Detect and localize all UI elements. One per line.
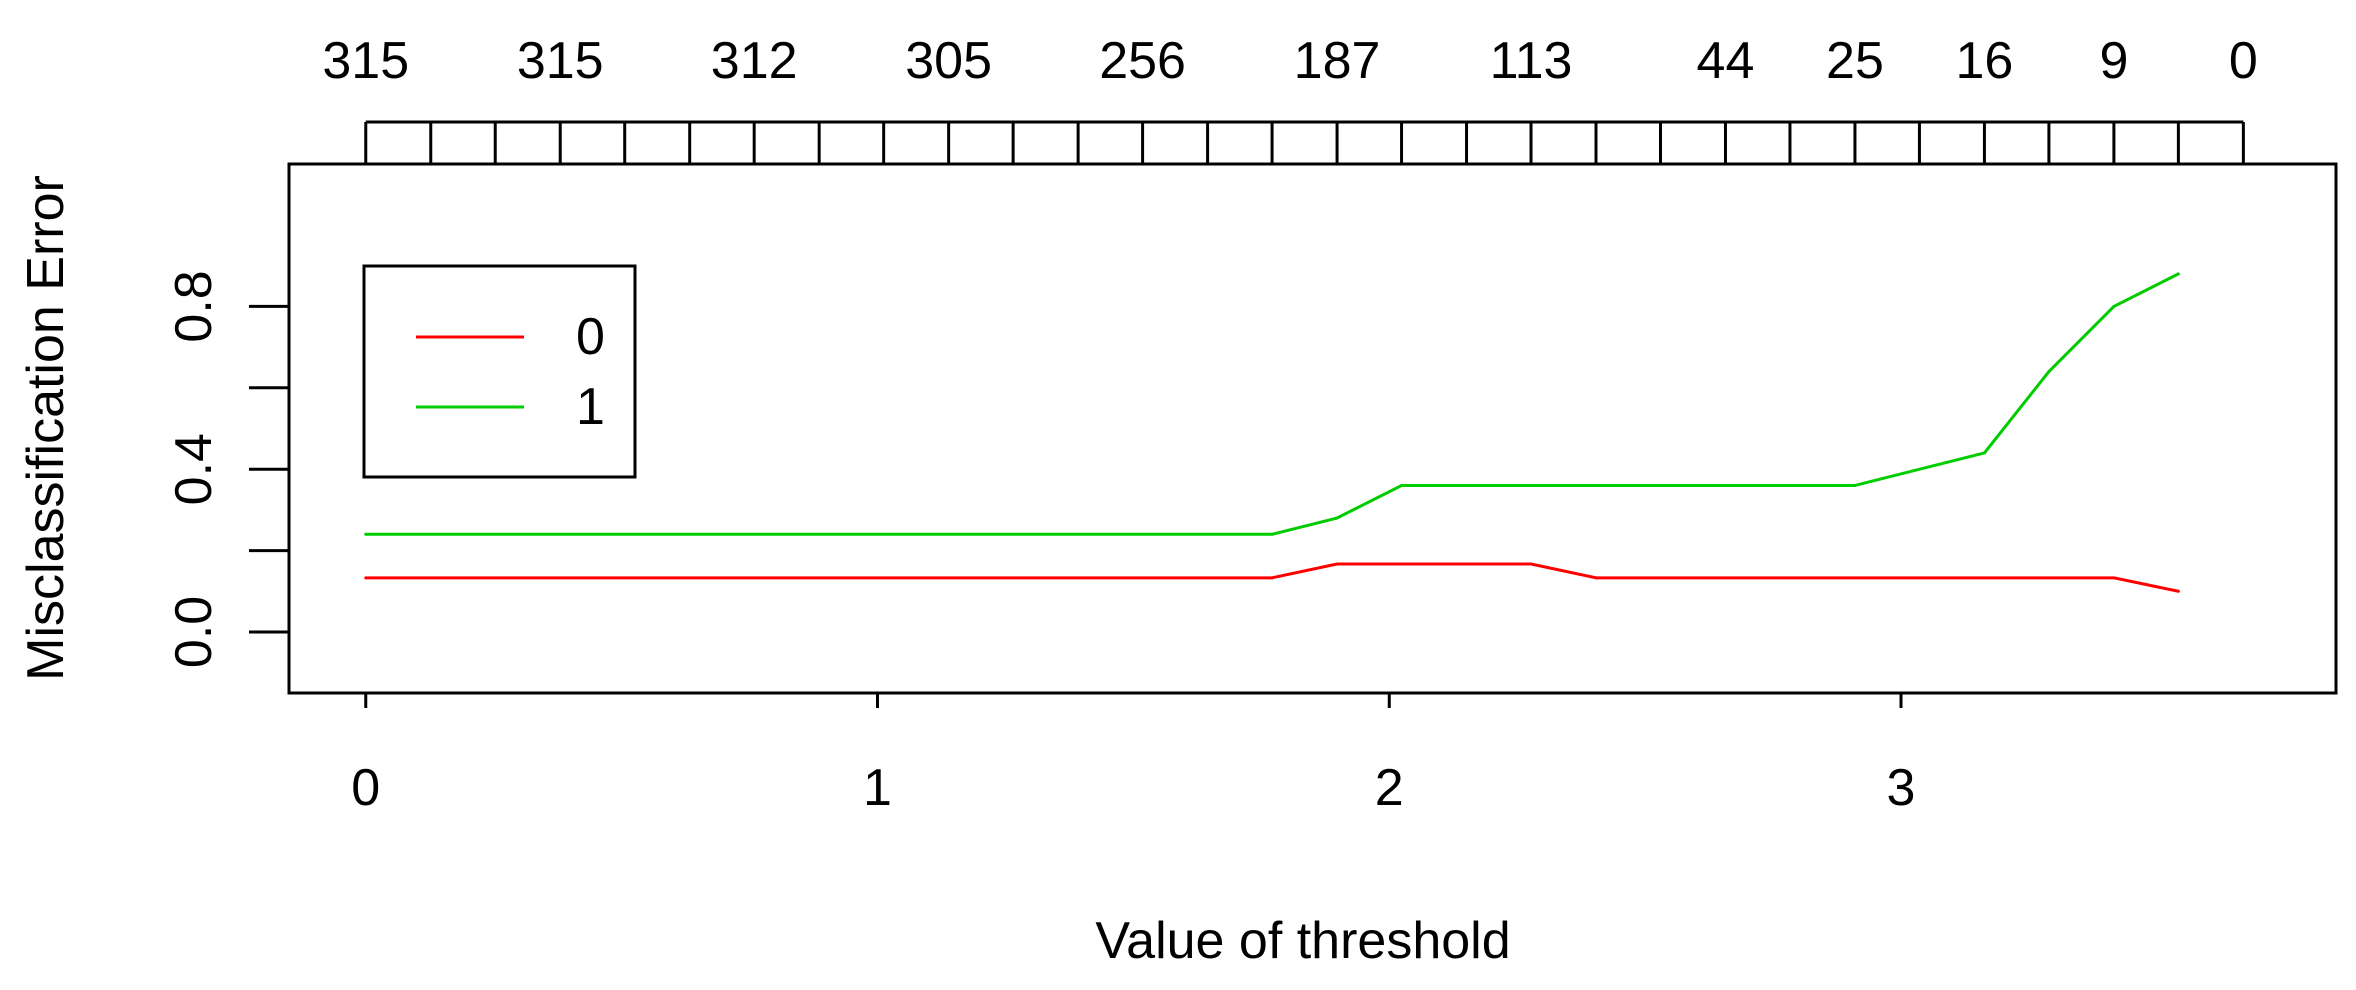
y-axis-title: Misclassification Error <box>17 175 75 681</box>
legend-label-series-1: 1 <box>576 378 605 436</box>
top-tick-label-2: 312 <box>711 32 798 90</box>
top-tick-label-11: 0 <box>2229 32 2258 90</box>
top-tick-label-5: 187 <box>1294 32 1381 90</box>
bottom-axis: 0 1 2 3 <box>351 691 1916 817</box>
series-0-point-5 <box>2112 576 2116 580</box>
x-axis-title: Value of threshold <box>1095 912 1510 970</box>
series-1-point-7 <box>2112 304 2116 308</box>
y-tick-label-0: 0.0 <box>165 596 223 668</box>
top-tick-label-3: 305 <box>905 32 992 90</box>
top-tick-label-1: 315 <box>517 32 604 90</box>
series-0-point-3 <box>1529 562 1533 566</box>
series-layer <box>364 272 2180 593</box>
series-line-1 <box>365 272 2180 536</box>
series-1-point-8 <box>2176 272 2180 276</box>
series-0-point-4 <box>1594 576 1598 580</box>
series-1-point-4 <box>1853 483 1857 487</box>
top-tick-label-0: 315 <box>322 32 409 90</box>
left-axis: 0.0 0.4 0.8 <box>165 270 291 668</box>
y-tick-label-4: 0.8 <box>165 270 223 342</box>
legend-label-series-0: 0 <box>576 308 605 366</box>
legend: 0 1 <box>362 264 637 479</box>
series-1-point-2 <box>1335 516 1339 520</box>
top-tick-label-8: 25 <box>1826 32 1884 90</box>
series-1-point-5 <box>1982 451 1986 455</box>
series-1-point-0 <box>364 532 368 536</box>
top-tick-label-7: 44 <box>1697 32 1755 90</box>
series-1-point-6 <box>2047 370 2051 374</box>
x-tick-label-0: 0 <box>351 759 380 817</box>
top-axis: 315 315 312 305 256 187 113 44 25 16 9 0 <box>322 32 2258 164</box>
series-0-point-2 <box>1335 562 1339 566</box>
series-0-point-6 <box>2176 589 2180 593</box>
top-tick-label-10: 9 <box>2099 32 2128 90</box>
y-tick-label-2: 0.4 <box>165 433 223 505</box>
top-tick-label-9: 16 <box>1956 32 2014 90</box>
top-tick-label-6: 113 <box>1490 32 1573 90</box>
x-tick-label-2: 2 <box>1375 759 1404 817</box>
x-tick-label-1: 1 <box>863 759 892 817</box>
x-tick-label-3: 3 <box>1887 759 1916 817</box>
series-0-point-1 <box>1270 576 1274 580</box>
series-1-point-1 <box>1270 532 1274 536</box>
top-tick-label-4: 256 <box>1099 32 1186 90</box>
series-0-point-0 <box>364 576 368 580</box>
legend-box <box>362 264 637 479</box>
series-1-point-3 <box>1400 483 1404 487</box>
